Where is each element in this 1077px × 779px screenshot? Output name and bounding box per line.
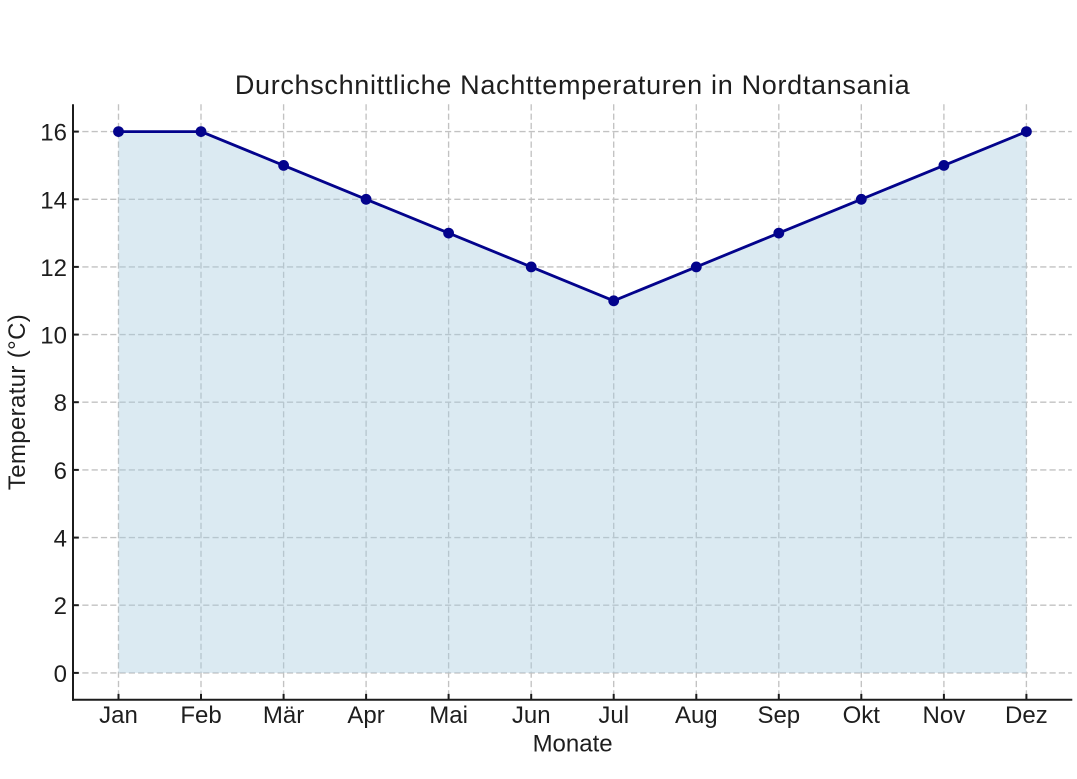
svg-text:Apr: Apr [347, 702, 384, 729]
svg-text:Jun: Jun [512, 702, 551, 729]
svg-text:16: 16 [40, 120, 67, 147]
svg-text:Monate: Monate [533, 731, 613, 758]
svg-text:Dez: Dez [1005, 702, 1048, 729]
svg-text:14: 14 [40, 187, 67, 214]
svg-text:Sep: Sep [757, 702, 800, 729]
svg-text:Mai: Mai [429, 702, 468, 729]
svg-text:6: 6 [54, 458, 67, 485]
svg-text:8: 8 [54, 390, 67, 417]
svg-text:Jul: Jul [598, 702, 629, 729]
svg-text:Feb: Feb [180, 702, 221, 729]
svg-text:10: 10 [40, 323, 67, 350]
svg-text:12: 12 [40, 255, 67, 282]
svg-text:4: 4 [54, 526, 67, 553]
svg-text:Okt: Okt [843, 702, 881, 729]
svg-text:Nov: Nov [923, 702, 966, 729]
svg-text:Jan: Jan [99, 702, 138, 729]
svg-text:0: 0 [54, 661, 67, 688]
svg-text:Mär: Mär [263, 702, 304, 729]
svg-text:2: 2 [54, 593, 67, 620]
svg-text:Durchschnittliche Nachttempera: Durchschnittliche Nachttemperaturen in N… [235, 70, 911, 100]
svg-text:Temperatur (°C): Temperatur (°C) [4, 314, 31, 490]
svg-text:Aug: Aug [675, 702, 718, 729]
